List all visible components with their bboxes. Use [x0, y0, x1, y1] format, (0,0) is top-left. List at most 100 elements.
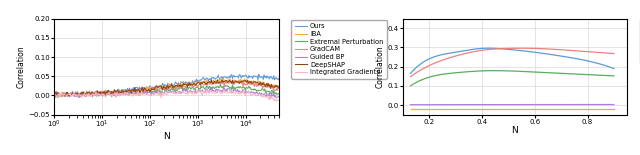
GradCAM [227, 79, 234, 81]
Extremal Perturbation [185, 86, 193, 88]
GradCAM [185, 84, 193, 86]
Extremal Perturbation [189, 86, 196, 88]
IBA [419, 108, 427, 109]
Extremal Perturbation [216, 83, 224, 85]
Integrated Gradients [255, 94, 262, 96]
IBA [406, 108, 414, 109]
Random [445, 104, 452, 106]
Extremal Perturbation [184, 89, 192, 90]
Line: LIME: LIME [410, 71, 614, 86]
Line: Ours: Ours [54, 74, 279, 97]
IBA [189, 83, 196, 85]
LIME [490, 70, 498, 72]
Integrated Gradients [518, 47, 526, 49]
Integrated Gradients [461, 53, 468, 55]
IBA [54, 96, 62, 98]
Guided BP [188, 91, 196, 93]
Integrated Gradients [445, 57, 452, 59]
Line: Random: Random [410, 104, 614, 105]
DeepSHAP [51, 93, 58, 95]
DeepSHAP [185, 85, 193, 86]
Integrated Gradients [406, 76, 414, 78]
Integrated Gradients [594, 51, 602, 53]
Line: DeepSHAP: DeepSHAP [54, 80, 279, 96]
Random [610, 104, 618, 105]
GradCAM [189, 87, 196, 89]
LIME [594, 74, 602, 76]
Guided BP [275, 96, 283, 97]
Guided BP [255, 93, 262, 95]
LIME [406, 85, 414, 87]
Ours [275, 78, 283, 80]
LIME [610, 75, 618, 77]
Ours [406, 72, 414, 74]
DeepSHAP [207, 79, 215, 81]
Ours [255, 75, 263, 77]
Ours [51, 93, 59, 95]
IBA [51, 94, 59, 96]
Ours [184, 82, 192, 84]
Integrated Gradients [188, 93, 196, 95]
LIME [419, 78, 427, 80]
DeepSHAP [275, 87, 283, 89]
IBA [593, 108, 600, 109]
Ours [461, 50, 468, 52]
IBA [275, 85, 283, 87]
Integrated Gradients [51, 93, 59, 95]
Random [415, 104, 422, 106]
IBA [415, 108, 422, 109]
Extremal Perturbation [51, 95, 58, 96]
GradCAM [51, 92, 58, 94]
Extremal Perturbation [51, 94, 59, 96]
Y-axis label: Correlation: Correlation [376, 45, 385, 88]
Line: Integrated Gradients: Integrated Gradients [410, 48, 614, 77]
GradCAM [51, 93, 59, 95]
Ours [419, 62, 427, 63]
IBA [185, 84, 193, 85]
IBA [600, 108, 607, 109]
IBA [445, 108, 452, 109]
LIME [601, 75, 609, 76]
Integrated Gradients [271, 100, 278, 102]
IBA [461, 108, 468, 109]
DeepSHAP [241, 80, 249, 81]
IBA [184, 82, 192, 84]
DeepSHAP [51, 94, 59, 96]
Ours [65, 96, 73, 98]
Integrated Gradients [51, 95, 58, 97]
Line: Ours: Ours [410, 48, 614, 73]
Ours [594, 62, 602, 64]
DeepSHAP [61, 95, 68, 97]
GradCAM [77, 96, 84, 98]
Guided BP [184, 91, 191, 93]
LIME [445, 73, 452, 74]
Extremal Perturbation [52, 96, 60, 98]
Guided BP [267, 98, 275, 100]
GradCAM [184, 84, 192, 86]
IBA [241, 80, 249, 82]
Line: Guided BP: Guided BP [54, 88, 279, 99]
IBA [610, 108, 618, 109]
Ours [241, 75, 248, 77]
Extremal Perturbation [255, 89, 263, 91]
GradCAM [255, 84, 263, 86]
Integrated Gradients [275, 99, 283, 101]
Guided BP [241, 91, 248, 93]
Ours [185, 81, 193, 83]
Y-axis label: Correlation: Correlation [17, 45, 26, 88]
Random [593, 104, 600, 105]
GradCAM [275, 87, 283, 89]
DeepSHAP [189, 84, 196, 86]
LIME [415, 80, 422, 82]
Line: Integrated Gradients: Integrated Gradients [54, 90, 279, 101]
Integrated Gradients [415, 70, 422, 72]
Integrated Gradients [610, 53, 618, 55]
Ours [255, 73, 262, 75]
Legend: Ours, IBA, Extremal Perturbation, GradCAM, Guided BP, DeepSHAP, Integrated Gradi: Ours, IBA, Extremal Perturbation, GradCA… [291, 20, 387, 79]
Random [419, 104, 427, 106]
Random [461, 104, 468, 106]
IBA [220, 77, 227, 79]
Integrated Gradients [184, 94, 191, 95]
Integrated Gradients [241, 93, 248, 95]
Random [600, 104, 607, 105]
